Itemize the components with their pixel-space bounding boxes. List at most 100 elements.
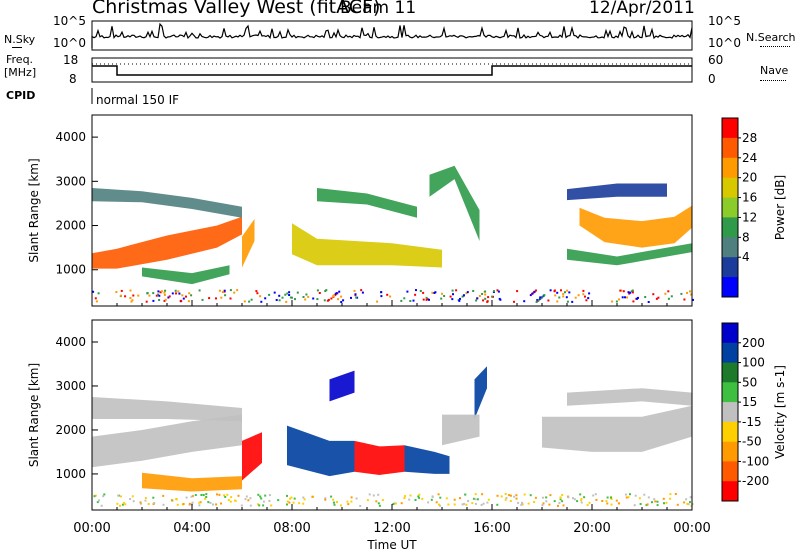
ground-scatter-speck <box>338 290 341 293</box>
ground-scatter-speck <box>622 290 625 293</box>
power-panel: 4000 3000 2000 1000 Slant Range [km] 28 24 20 16… <box>27 114 787 307</box>
ground-scatter-speck <box>256 292 259 295</box>
ground-scatter-speck <box>663 502 665 505</box>
ground-scatter-speck <box>580 501 583 504</box>
ground-scatter-speck <box>175 292 177 295</box>
ground-scatter-speck <box>554 294 557 297</box>
colorbar-tick-label: -200 <box>742 474 769 488</box>
ground-scatter-speck <box>439 504 441 507</box>
ground-scatter-speck <box>330 495 333 498</box>
ground-scatter-speck <box>632 300 635 303</box>
ground-scatter-speck <box>400 299 403 302</box>
ytick-label: 3000 <box>55 379 86 393</box>
ground-scatter-speck <box>615 300 618 303</box>
ground-scatter-speck <box>120 294 122 297</box>
cpid-label: CPID <box>6 89 36 102</box>
ground-scatter-speck <box>549 289 552 292</box>
plot-title: Christmas Valley West (fitACF) <box>92 0 381 18</box>
cpid-mode: normal 150 IF <box>96 93 180 107</box>
colorbar-tick-label: 100 <box>742 356 765 370</box>
ground-scatter-speck <box>553 500 556 503</box>
xtick-label: 04:00 <box>173 521 210 536</box>
ground-scatter-speck <box>175 498 178 501</box>
ground-scatter-speck <box>644 296 647 298</box>
nave-label: Nave <box>760 64 789 77</box>
xtick-label: 16:00 <box>473 521 510 536</box>
colorbar-swatch <box>722 362 738 383</box>
ground-scatter-speck <box>487 498 490 501</box>
ground-scatter-speck <box>629 493 631 496</box>
ground-scatter-speck <box>615 499 618 502</box>
colorbar-swatch <box>722 217 738 238</box>
ground-scatter-speck <box>255 290 258 293</box>
ground-scatter-speck <box>289 497 291 500</box>
ground-scatter-speck <box>335 292 338 295</box>
echo-band-3 <box>242 218 255 268</box>
colorbar-swatch <box>722 177 738 199</box>
colorbar-swatch <box>722 197 738 218</box>
ground-scatter-speck <box>240 504 243 507</box>
ground-scatter-speck <box>484 293 487 296</box>
ground-scatter-speck <box>515 494 518 497</box>
ground-scatter-speck <box>198 501 201 504</box>
ytick-label: 4000 <box>55 130 86 144</box>
ground-scatter-speck <box>480 503 483 506</box>
colorbar-swatch <box>722 441 738 462</box>
ground-scatter-speck <box>690 293 693 296</box>
ground-scatter-speck <box>190 495 193 498</box>
ground-scatter-speck <box>541 496 544 499</box>
ground-scatter-speck <box>447 503 450 506</box>
ground-scatter-speck <box>497 290 500 293</box>
ground-scatter-speck <box>647 496 650 499</box>
ground-scatter-speck <box>533 501 536 503</box>
ground-scatter-speck <box>157 293 160 296</box>
ground-scatter-speck <box>290 496 293 499</box>
ground-scatter-speck <box>120 495 122 498</box>
ground-scatter-speck <box>565 296 568 299</box>
ground-scatter-speck <box>117 494 120 497</box>
ground-scatter-speck <box>144 499 147 502</box>
ground-scatter-speck <box>318 292 321 294</box>
ground-scatter-speck <box>425 296 428 299</box>
ground-scatter-speck <box>409 300 412 302</box>
ground-scatter-speck <box>386 293 389 296</box>
colorbar-label: Power [dB] <box>773 175 787 240</box>
freq-tick-low: 8 <box>69 72 77 86</box>
ground-scatter-speck <box>333 294 336 297</box>
ground-scatter-speck <box>556 300 559 303</box>
ground-scatter-speck <box>275 299 278 301</box>
ground-scatter-speck <box>248 300 251 303</box>
ground-scatter-speck <box>686 291 688 294</box>
ground-scatter-speck <box>171 292 174 295</box>
ground-scatter-speck <box>685 498 688 501</box>
nave-legend-line <box>760 80 786 81</box>
ground-scatter-speck <box>504 498 507 501</box>
ground-scatter-speck <box>451 289 454 292</box>
ground-scatter-speck <box>163 299 166 302</box>
ground-scatter-speck <box>548 503 551 506</box>
ground-scatter-speck <box>366 499 369 502</box>
ground-scatter-speck <box>474 498 477 501</box>
ground-scatter-speck <box>629 291 632 294</box>
ground-scatter-speck <box>453 503 456 506</box>
echo-band-0 <box>92 216 242 269</box>
echo-band-8 <box>567 243 692 266</box>
ground-scatter-speck <box>302 496 305 499</box>
ground-scatter-speck <box>664 292 667 295</box>
ground-scatter-speck <box>445 497 448 500</box>
ground-scatter-speck <box>558 296 561 299</box>
echo-band-7 <box>329 370 355 402</box>
ground-scatter-speck <box>606 496 609 499</box>
colorbar-frame <box>721 322 739 502</box>
colorbar-swatch <box>722 137 738 159</box>
ground-scatter-speck <box>426 298 429 300</box>
ground-scatter-speck <box>441 292 443 295</box>
ground-scatter-speck <box>585 299 588 302</box>
ground-scatter-speck <box>539 296 542 299</box>
ground-scatter-speck <box>656 504 659 507</box>
ground-scatter-speck <box>516 290 519 293</box>
ground-scatter-speck <box>129 289 132 292</box>
ground-scatter-speck <box>159 291 162 294</box>
ground-scatter-speck <box>559 498 562 501</box>
ground-scatter-speck <box>218 289 221 292</box>
